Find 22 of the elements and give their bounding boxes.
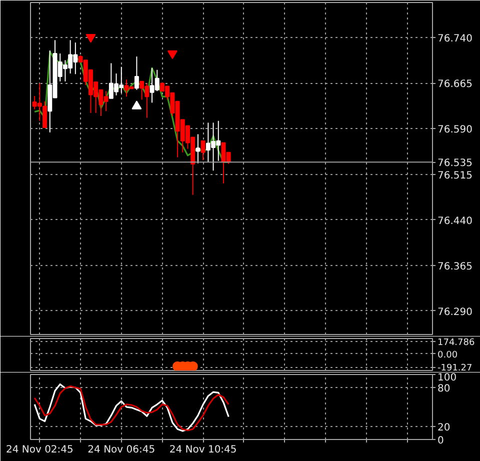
x-tick-label: 24 Nov 02:45 — [6, 444, 74, 456]
x-tick-label: 24 Nov 10:45 — [169, 444, 237, 456]
candlestick — [200, 140, 206, 161]
y-tick-label: 0.00 — [438, 350, 458, 360]
candlestick — [196, 134, 200, 164]
y-tick-label: 20 — [438, 422, 450, 434]
y-tick-label: 76.290 — [438, 306, 472, 318]
y-tick-label: 76.440 — [438, 216, 472, 227]
y-tick-label: 76.515 — [438, 170, 472, 182]
y-tick-label: 76.740 — [438, 34, 472, 45]
y-tick-label: 76.365 — [438, 261, 472, 272]
x-tick-label: 24 Nov 06:45 — [88, 444, 156, 456]
line-series — [34, 50, 230, 163]
y-tick-label: 76.665 — [438, 79, 472, 90]
y-tick-label: 80 — [438, 384, 450, 394]
candlestick — [134, 56, 139, 90]
y-tick-label: -191.27 — [438, 364, 472, 374]
y-tick-label: 0 — [438, 436, 444, 446]
y-tick-label: 76.590 — [438, 124, 472, 136]
y-tick-label: 174.786 — [438, 338, 475, 348]
y-tick-label: 100 — [438, 372, 457, 384]
ref-line-label: 76.535 — [438, 158, 472, 170]
